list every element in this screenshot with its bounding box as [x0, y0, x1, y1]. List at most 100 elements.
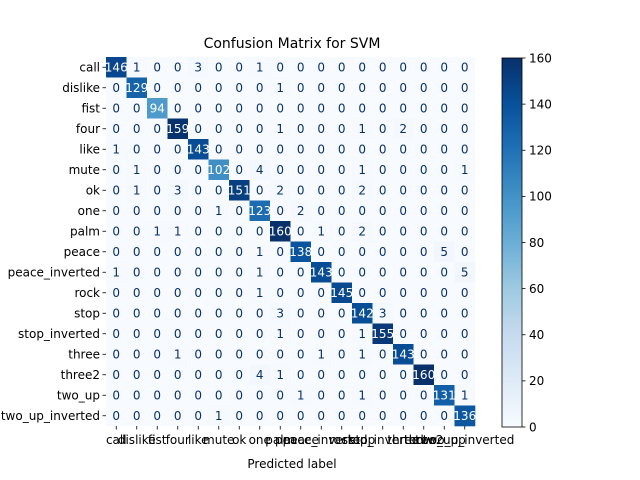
row-tick-label: dislike [62, 81, 100, 95]
heatmap-cell [331, 262, 353, 283]
heatmap-cell [147, 221, 168, 242]
cell-value-label: 0 [420, 163, 428, 177]
cell-value-label: 0 [194, 204, 202, 218]
cell-value-label: 5 [440, 245, 448, 259]
heatmap-cell [454, 180, 476, 201]
heatmap-cell [249, 241, 271, 263]
heatmap-cell [249, 282, 271, 304]
cell-value-label: 0 [420, 61, 428, 75]
heatmap-cell [352, 180, 373, 201]
cell-value-label: 0 [174, 143, 182, 157]
heatmap-cell [352, 139, 373, 160]
heatmap-cell [454, 323, 476, 345]
cell-value-label: 0 [215, 122, 223, 136]
cell-value-label: 0 [112, 348, 120, 362]
heatmap-cell [249, 139, 271, 160]
heatmap-cell [167, 405, 189, 427]
cell-value-label: 0 [440, 184, 448, 198]
cell-value-label: 0 [276, 102, 284, 116]
cell-value-label: 0 [194, 225, 202, 239]
cell-value-label: 0 [338, 348, 346, 362]
heatmap-cell [434, 200, 455, 222]
cell-value-label: 0 [338, 409, 346, 423]
cell-value-label: 136 [453, 409, 476, 423]
heatmap-cell [229, 180, 250, 201]
cell-value-label: 0 [276, 61, 284, 75]
cell-value-label: 1 [276, 81, 284, 95]
cell-value-label: 0 [317, 286, 325, 300]
cell-value-label: 3 [174, 184, 182, 198]
heatmap-cell [331, 159, 353, 181]
cell-value-label: 0 [461, 204, 469, 218]
heatmap-cell [393, 241, 414, 263]
heatmap-cell [311, 405, 332, 427]
heatmap-cell [106, 221, 127, 242]
cell-value-label: 0 [317, 327, 325, 341]
heatmap-cell [147, 159, 168, 181]
heatmap-cell [188, 262, 209, 283]
cell-value-label: 0 [358, 143, 366, 157]
heatmap-cell [393, 282, 414, 304]
heatmap-cell [106, 180, 127, 201]
cell-value-label: 4 [256, 163, 264, 177]
cell-value-label: 0 [153, 204, 161, 218]
heatmap-cell [188, 282, 209, 304]
heatmap-cell [290, 282, 312, 304]
cell-value-label: 1 [297, 389, 305, 403]
cell-value-label: 145 [330, 286, 353, 300]
cell-value-label: 1 [358, 163, 366, 177]
cell-value-label: 0 [276, 204, 284, 218]
cell-value-label: 0 [379, 143, 387, 157]
cell-value-label: 0 [420, 389, 428, 403]
cell-value-label: 0 [133, 327, 141, 341]
row-tick-label: fist [81, 102, 100, 116]
heatmap-cell [290, 180, 312, 201]
heatmap-cell [311, 385, 332, 406]
heatmap-cell [372, 221, 394, 242]
cell-value-label: 1 [276, 368, 284, 382]
heatmap-cell [331, 98, 353, 119]
heatmap-cell [352, 262, 373, 283]
colorbar-tick-labels: 0 20 40 60 80 100 120 140 160 [522, 51, 552, 434]
cell-value-label: 1 [256, 245, 264, 259]
heatmap-cell [229, 221, 250, 242]
cell-value-label: 0 [256, 389, 264, 403]
cell-value-label: 1 [358, 327, 366, 341]
cell-value-label: 0 [235, 102, 243, 116]
colorbar [501, 57, 523, 428]
cell-value-label: 0 [379, 204, 387, 218]
heatmap-cell [311, 180, 332, 201]
cell-value-label: 1 [461, 389, 469, 403]
heatmap-cell [434, 385, 455, 406]
cell-value-label: 143 [392, 348, 415, 362]
heatmap-cell [290, 364, 312, 386]
heatmap-cell [249, 405, 271, 427]
cell-value-label: 0 [297, 143, 305, 157]
cell-value-label: 0 [461, 102, 469, 116]
heatmap-cell [290, 405, 312, 427]
cell-value-label: 0 [461, 184, 469, 198]
cell-value-label: 0 [379, 61, 387, 75]
cell-value-label: 2 [276, 184, 284, 198]
heatmap-cell [126, 221, 148, 242]
cell-value-label: 0 [174, 81, 182, 95]
heatmap-cell [188, 57, 209, 78]
heatmap-cell [393, 57, 414, 78]
heatmap-cell [167, 282, 189, 304]
cell-value-label: 0 [379, 245, 387, 259]
cell-value-label: 4 [256, 368, 264, 382]
cell-value-label: 0 [174, 307, 182, 321]
column-tick-label: rock [329, 433, 355, 447]
heatmap-cell [208, 282, 230, 304]
heatmap-cell [413, 282, 435, 304]
heatmap-cell [270, 139, 291, 160]
cell-value-label: 0 [461, 225, 469, 239]
heatmap-cell [393, 98, 414, 119]
cell-value-label: 1 [133, 163, 141, 177]
heatmap-cell [188, 139, 209, 160]
heatmap-cell [229, 139, 250, 160]
cell-value-label: 0 [133, 348, 141, 362]
cell-value-label: 0 [194, 163, 202, 177]
heatmap-cell [413, 241, 435, 263]
heatmap-cell [106, 385, 127, 406]
